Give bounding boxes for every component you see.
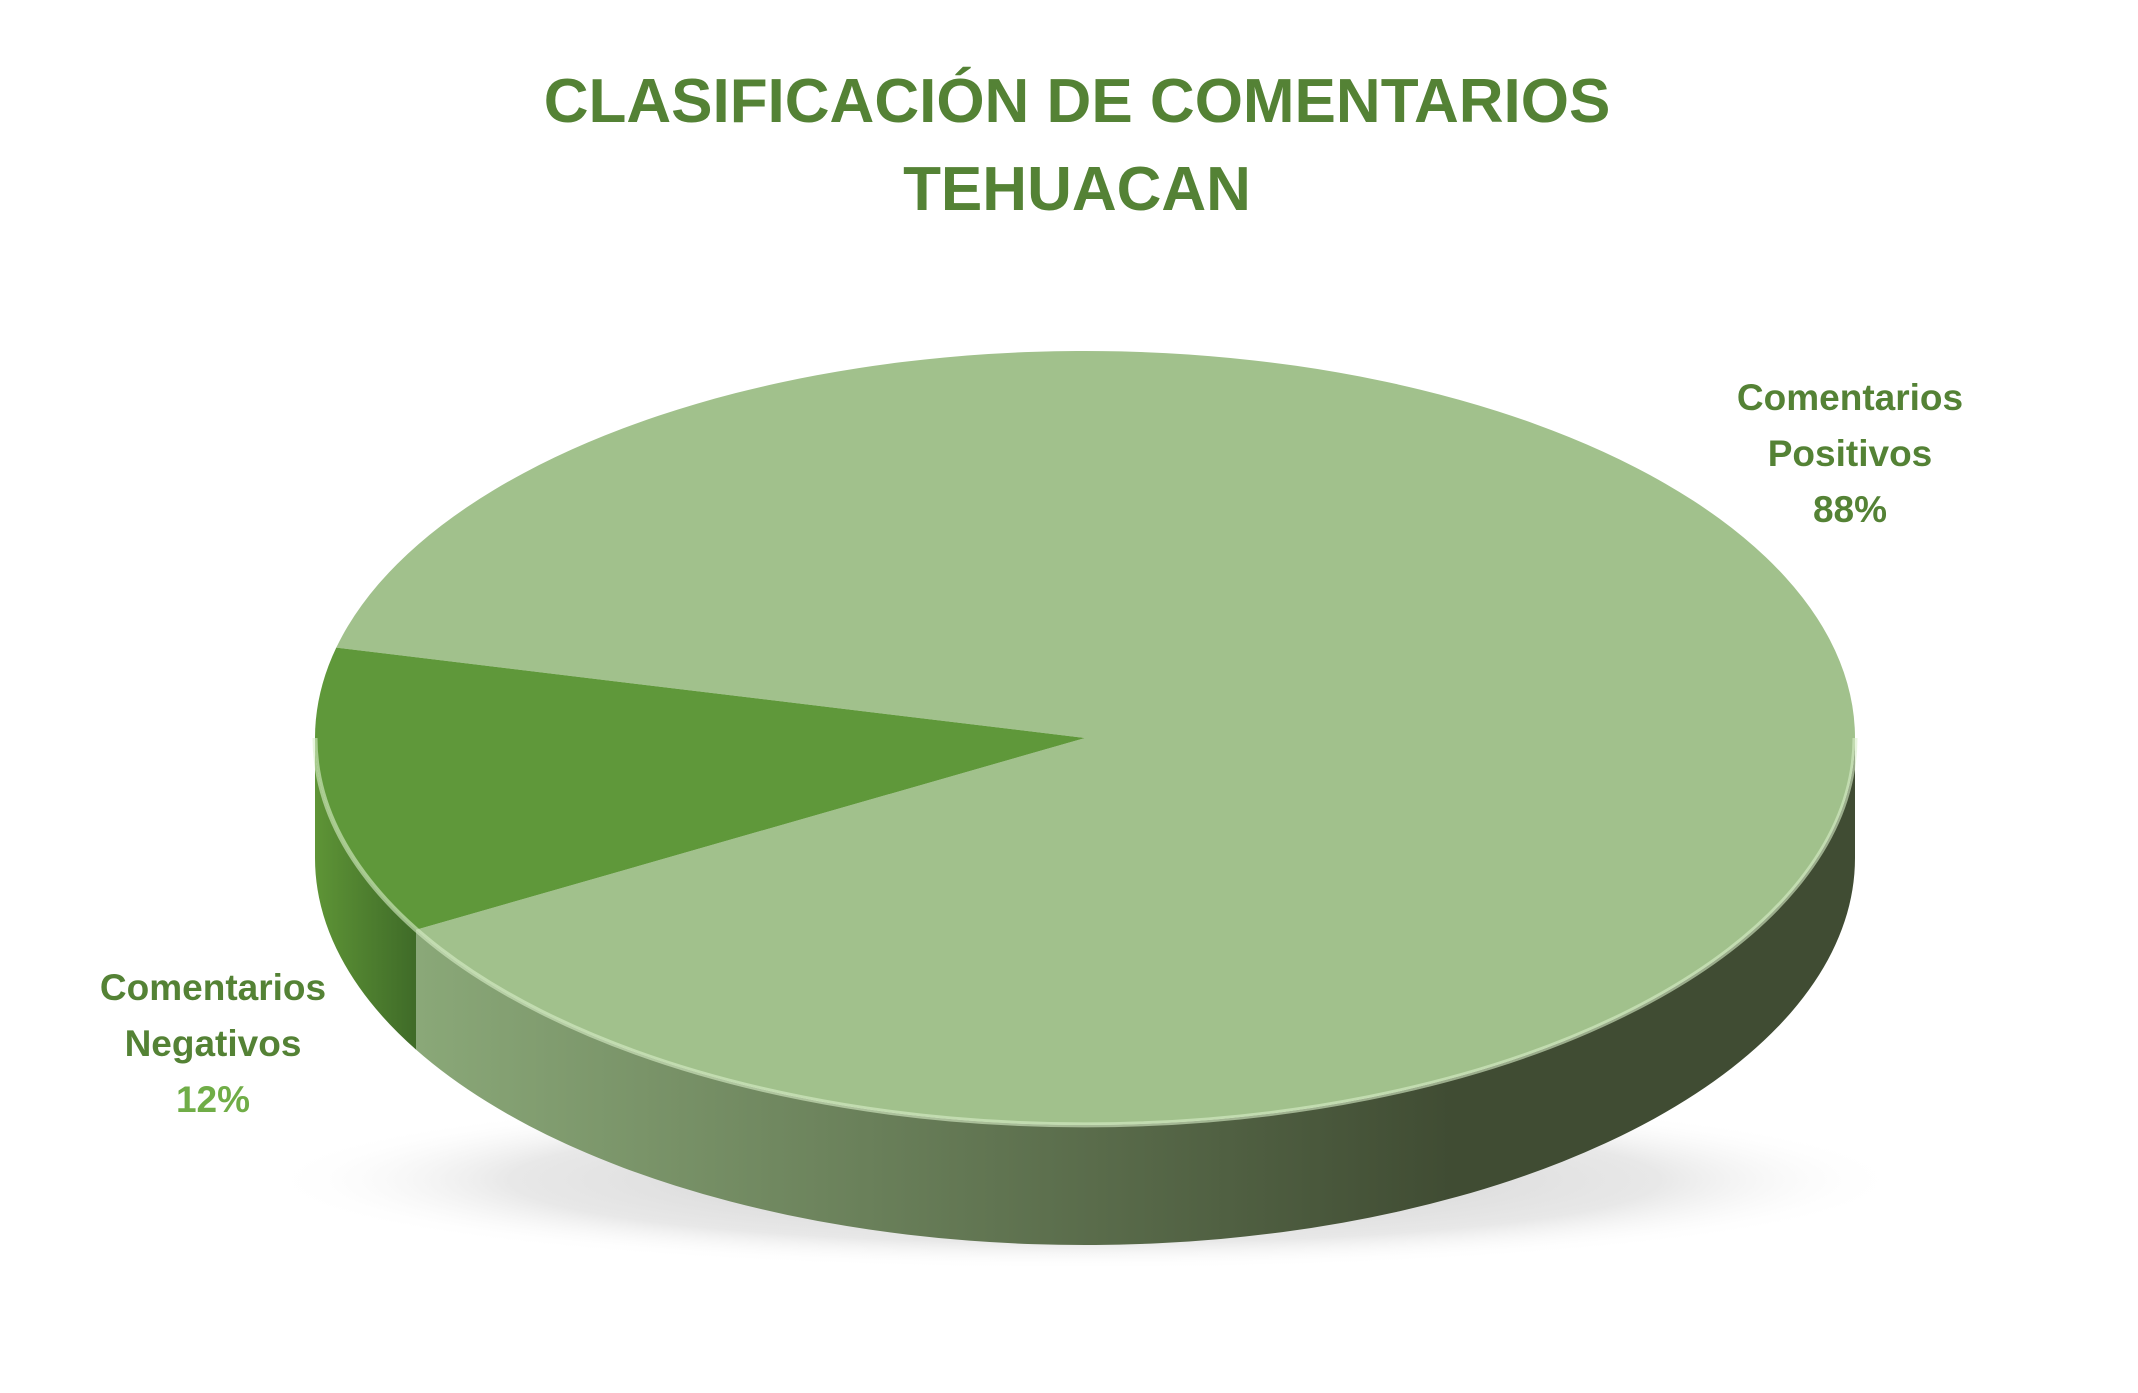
data-label-negativos-category-1: Comentarios <box>100 967 326 1008</box>
chart-title-line-2: TEHUACAN <box>903 155 1251 224</box>
data-label-positivos-value: 88% <box>1813 489 1887 530</box>
pie-rim-highlight <box>312 737 1858 1128</box>
pie-sides <box>315 738 1855 1245</box>
data-label-negativos-value: 12% <box>176 1079 250 1120</box>
data-label-negativos-category-2: Negativos <box>125 1023 302 1064</box>
chart-title-line-1: CLASIFICACIÓN DE COMENTARIOS <box>544 67 1611 136</box>
pie-data-labels: Comentarios Positivos 88% Comentarios Negati… <box>100 377 1963 1120</box>
pie-slice-negativos <box>314 647 1085 930</box>
pie-slice-side-positivos <box>416 738 1855 1245</box>
data-label-positivos-category-1: Comentarios <box>1737 377 1963 418</box>
pie-slice-side-negativos <box>315 738 417 1050</box>
pie-slice-positivos <box>336 351 1855 1125</box>
data-label-positivos-category-2: Positivos <box>1768 433 1933 474</box>
pie-tops <box>312 351 1858 1128</box>
